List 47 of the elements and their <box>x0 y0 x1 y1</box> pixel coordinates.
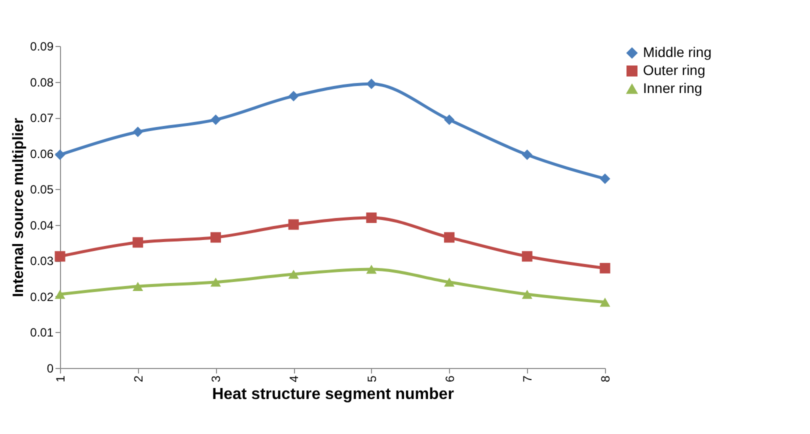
x-tick-label: 7 <box>520 375 535 382</box>
y-tick-label: 0.04 <box>30 218 54 232</box>
y-tick-label: 0.08 <box>30 75 54 90</box>
y-tick-label: 0 <box>46 362 54 376</box>
point <box>210 232 221 243</box>
point <box>132 237 144 248</box>
y-tick-label: 0.06 <box>30 146 54 161</box>
point <box>288 270 299 279</box>
point <box>54 251 66 262</box>
point <box>600 173 610 184</box>
point <box>444 232 455 243</box>
point <box>288 90 299 102</box>
point <box>366 212 377 223</box>
y-tick-label: 0.07 <box>30 111 54 126</box>
point <box>600 298 610 307</box>
y-tick-label: 0.01 <box>30 326 54 340</box>
x-tick-label: 3 <box>209 375 224 382</box>
legend-label: Middle ring <box>643 44 712 60</box>
x-tick-label: 4 <box>287 375 302 382</box>
x-tick-label: 8 <box>598 375 612 382</box>
point <box>366 264 377 274</box>
y-tick-label: 0.05 <box>30 182 54 197</box>
y-axis-title: Internal source multiplier <box>10 118 28 298</box>
point <box>132 126 144 138</box>
point <box>522 251 532 262</box>
point <box>132 282 144 291</box>
point <box>54 150 66 160</box>
point <box>210 278 221 287</box>
point <box>444 278 455 287</box>
x-tick-label: 1 <box>54 375 68 382</box>
point <box>600 262 610 274</box>
y-tick-label: 0.02 <box>30 290 54 304</box>
y-tick-label: 0.03 <box>30 254 54 268</box>
point <box>54 290 66 299</box>
point <box>210 114 221 125</box>
x-tick-label: 6 <box>442 375 457 382</box>
x-tick-label: 5 <box>364 375 379 382</box>
point <box>522 150 532 160</box>
point <box>444 114 455 125</box>
legend-label: Outer ring <box>643 62 706 78</box>
legend-label: Inner ring <box>643 80 702 96</box>
point <box>366 78 377 90</box>
x-tick-label: 2 <box>131 375 146 382</box>
point <box>288 219 299 230</box>
x-axis-title: Heat structure segment number <box>212 386 454 404</box>
point <box>522 290 532 299</box>
y-tick-label: 0.09 <box>30 40 54 54</box>
